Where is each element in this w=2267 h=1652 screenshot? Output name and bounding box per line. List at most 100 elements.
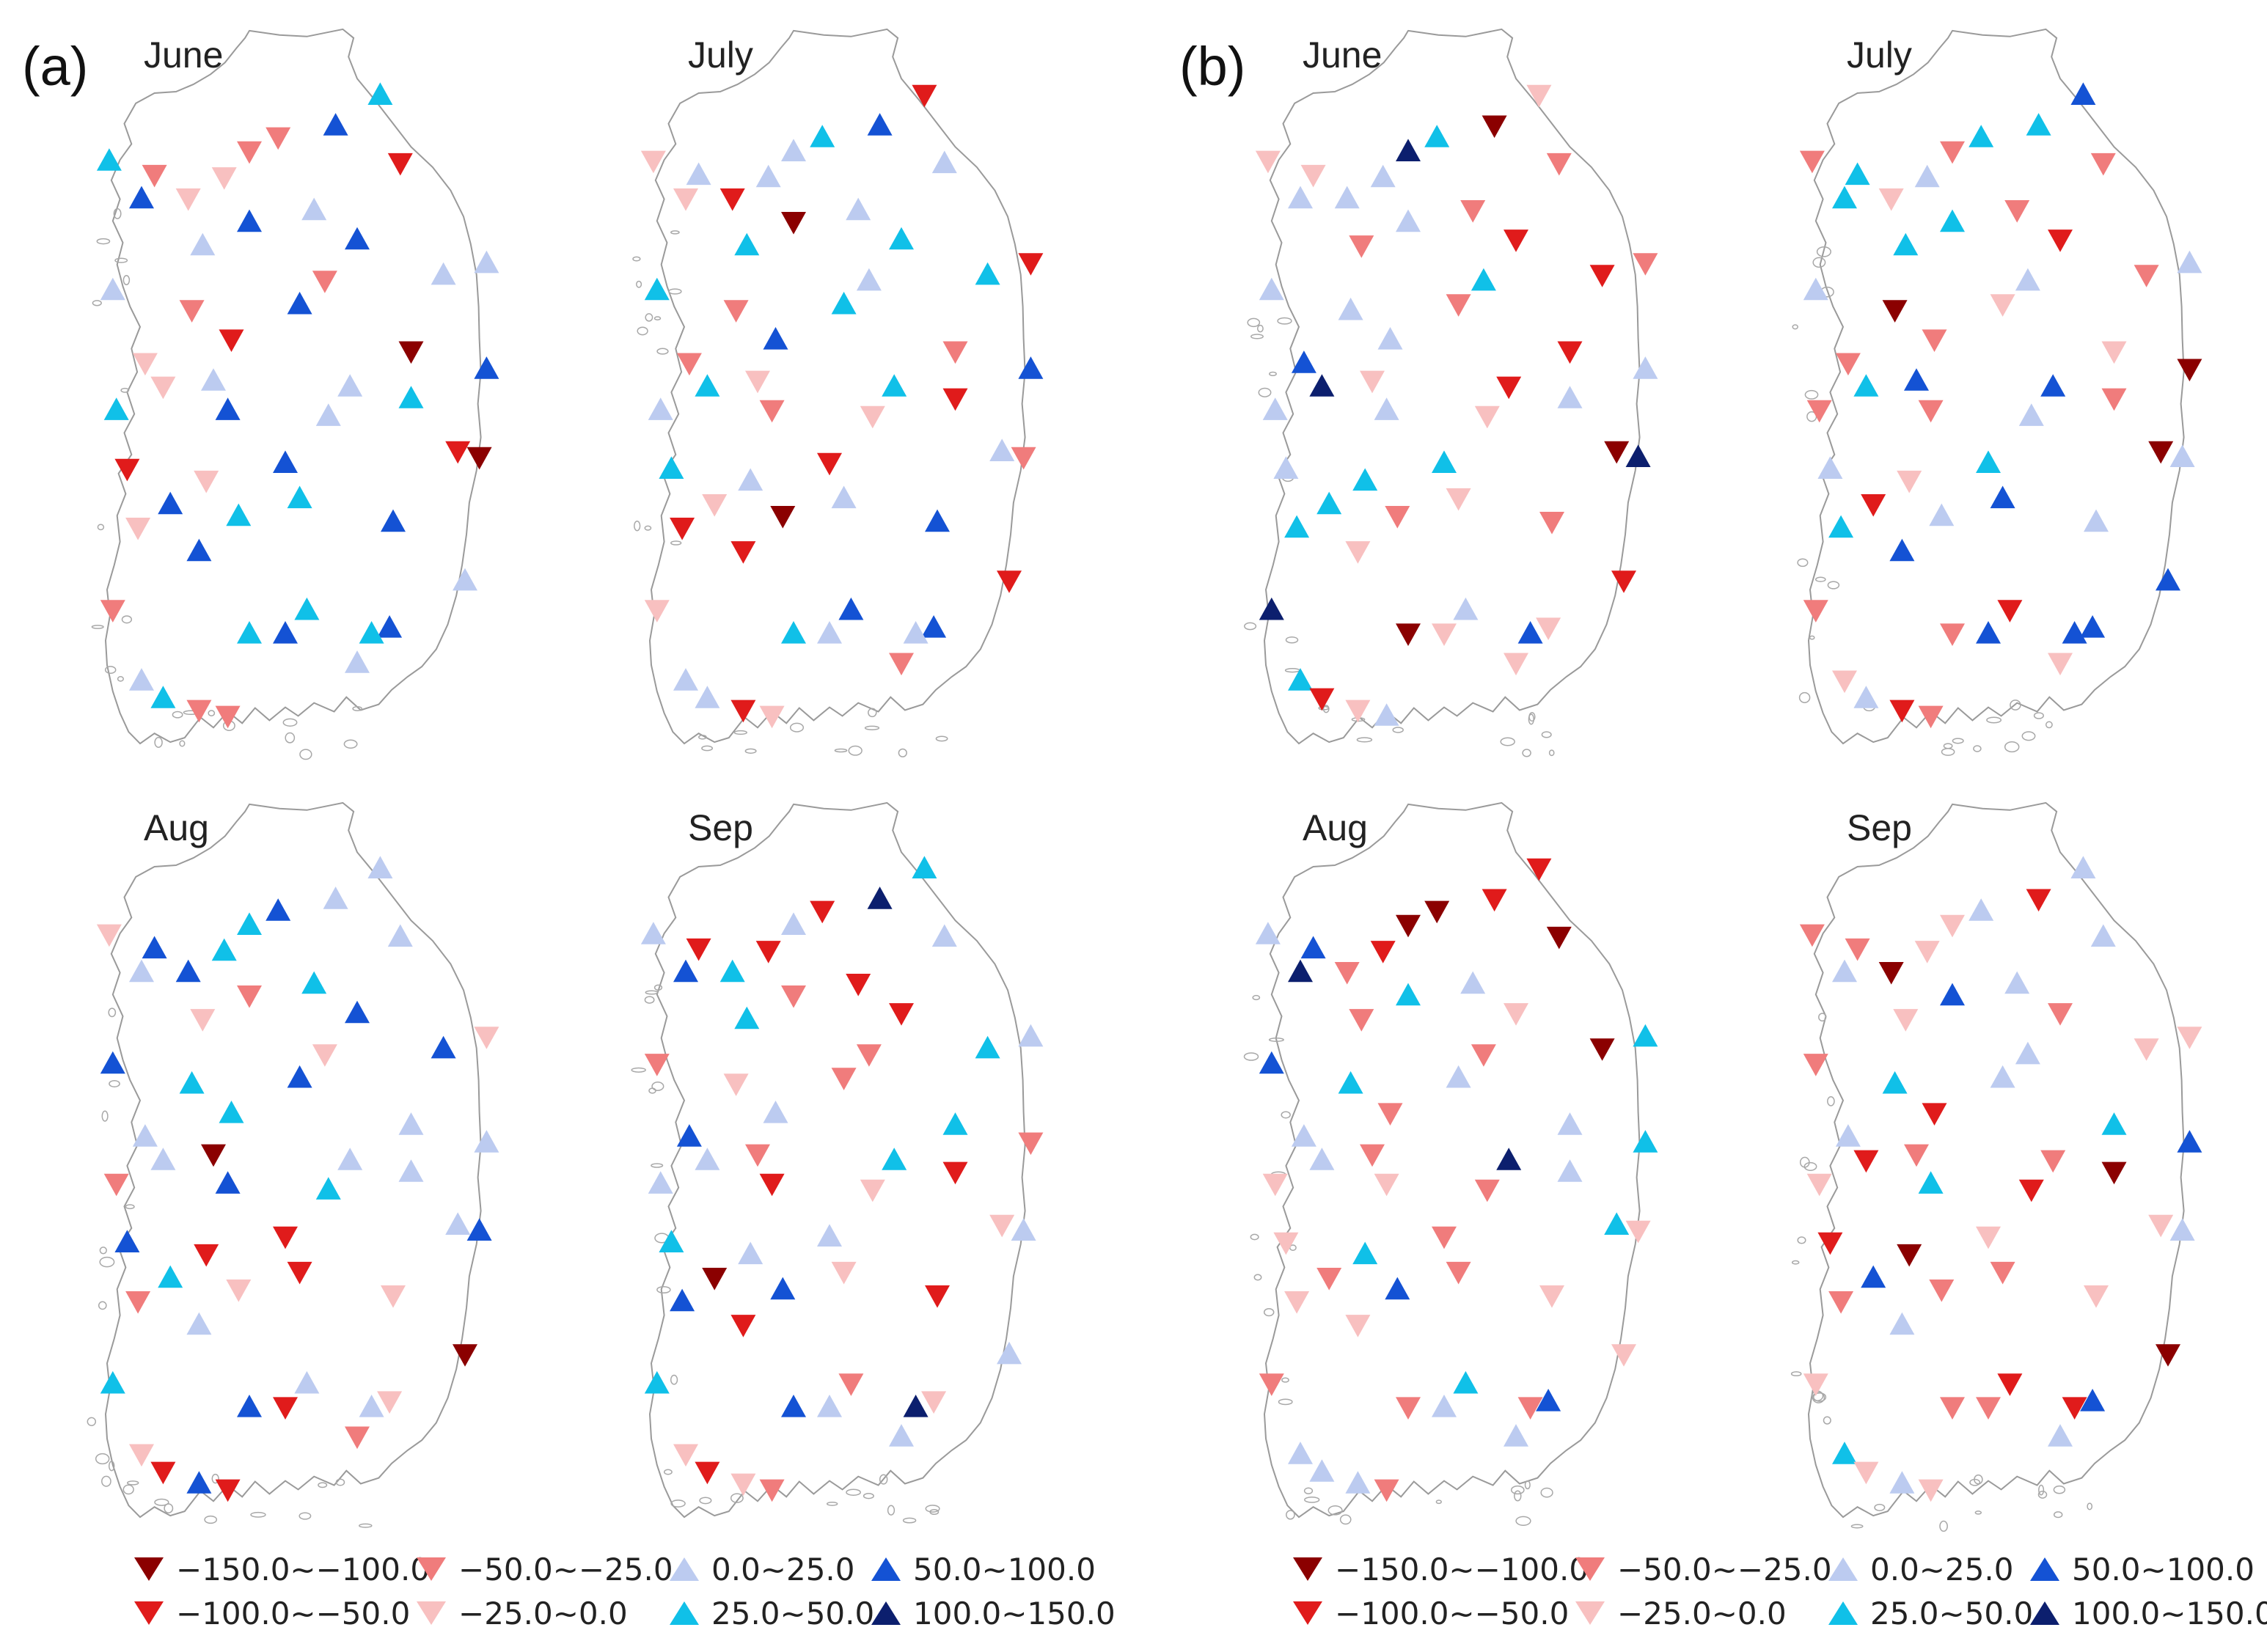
station-marker <box>294 597 320 620</box>
station-marker <box>1396 139 1421 161</box>
station-marker <box>398 341 424 364</box>
station-marker <box>702 494 728 517</box>
station-marker <box>781 912 806 935</box>
station-marker <box>1832 1442 1857 1464</box>
station-marker <box>889 227 914 250</box>
station-marker <box>474 1130 499 1153</box>
station-marker <box>398 386 424 408</box>
legend-label: 25.0~50.0 <box>1870 1595 2034 1631</box>
station-marker <box>856 1044 882 1067</box>
station-marker <box>1835 1124 1861 1147</box>
station-marker <box>1889 700 1915 723</box>
station-marker <box>150 376 176 400</box>
island-outline <box>1541 731 1552 738</box>
station-marker <box>1526 858 1552 881</box>
station-marker <box>466 1218 492 1241</box>
station-marker <box>695 1148 720 1170</box>
station-marker <box>1471 268 1496 291</box>
station-marker <box>1976 1226 2001 1249</box>
station-marker <box>312 1044 337 1067</box>
station-marker <box>702 1268 728 1291</box>
legend-symbol <box>2030 1601 2059 1625</box>
station-marker <box>723 1073 749 1096</box>
station-marker <box>237 985 262 1008</box>
island-outline <box>299 1512 312 1520</box>
station-marker <box>1889 1312 1915 1335</box>
island-outline <box>1514 1490 1522 1502</box>
station-marker <box>2040 374 2066 397</box>
station-marker <box>734 1006 760 1029</box>
station-marker <box>1611 1344 1636 1367</box>
island-outline <box>651 1163 664 1168</box>
month-label-a-june: June <box>144 34 224 76</box>
station-marker <box>1471 1044 1496 1067</box>
station-marker <box>975 262 1000 285</box>
island-outline <box>898 748 907 757</box>
station-marker <box>150 1148 176 1170</box>
island-outline <box>632 256 641 262</box>
station-marker <box>1504 1424 1528 1447</box>
island-outline <box>1790 1371 1802 1377</box>
station-marker <box>817 1395 842 1417</box>
legend-item: 50.0~100.0 <box>869 1547 1096 1591</box>
map-panel-6 <box>1243 801 1658 1526</box>
station-marker <box>186 1471 212 1494</box>
station-marker <box>730 700 756 723</box>
island-outline <box>1258 387 1272 397</box>
month-label-b-sep: Sep <box>1847 807 1912 848</box>
station-marker <box>367 82 393 105</box>
station-marker <box>2101 341 2127 364</box>
station-marker <box>770 506 796 529</box>
island-outline <box>1284 668 1300 673</box>
legend-symbol <box>1293 1557 1322 1581</box>
station-marker <box>810 900 835 924</box>
station-marker <box>745 370 770 394</box>
station-marker <box>867 113 893 136</box>
station-marker <box>1273 1232 1299 1255</box>
station-marker <box>1338 297 1363 320</box>
station-marker <box>1893 1009 1919 1032</box>
island-outline <box>1278 1398 1293 1406</box>
station-marker <box>1889 538 1915 562</box>
station-marker <box>226 503 252 526</box>
station-marker <box>1288 1442 1313 1464</box>
station-marker <box>1370 164 1396 188</box>
station-marker <box>1374 1479 1399 1502</box>
station-marker <box>1897 470 1922 493</box>
island-outline <box>648 1087 656 1094</box>
station-marker <box>2018 403 2044 426</box>
station-marker <box>1557 1159 1583 1182</box>
island-outline <box>1327 1505 1343 1516</box>
island-outline <box>1322 705 1330 713</box>
station-marker <box>1374 397 1399 420</box>
station-marker <box>287 485 312 509</box>
island-outline <box>698 734 707 740</box>
legend-symbol <box>1575 1601 1605 1625</box>
station-marker <box>644 1370 670 1394</box>
island-outline <box>2053 1485 2066 1494</box>
island-outline <box>1803 1161 1817 1171</box>
station-marker <box>1633 253 1658 276</box>
station-marker <box>838 1373 864 1396</box>
station-marker <box>1546 926 1572 950</box>
station-marker <box>1474 1179 1500 1203</box>
map-panel-1 <box>632 28 1044 757</box>
island-outline <box>1303 1487 1314 1494</box>
station-marker <box>1374 1173 1399 1197</box>
station-marker <box>912 84 937 108</box>
island-outline <box>1974 1510 1982 1515</box>
station-marker <box>142 936 167 959</box>
station-marker <box>723 300 749 323</box>
station-marker <box>1589 265 1615 287</box>
island-outline <box>117 676 124 682</box>
station-marker <box>817 452 842 476</box>
station-marker <box>644 600 670 623</box>
station-marker <box>1976 621 2001 644</box>
station-marker <box>1446 1065 1471 1088</box>
station-marker <box>1539 1285 1564 1308</box>
station-marker <box>882 374 907 397</box>
legend-symbol <box>417 1557 446 1581</box>
station-marker <box>1904 1144 1929 1167</box>
station-marker <box>673 188 698 211</box>
legend-label: 0.0~25.0 <box>711 1551 855 1587</box>
